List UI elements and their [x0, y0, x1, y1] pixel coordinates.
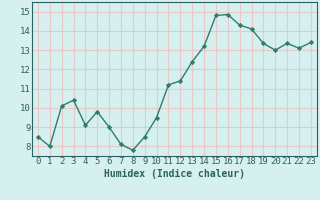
X-axis label: Humidex (Indice chaleur): Humidex (Indice chaleur): [104, 169, 245, 179]
